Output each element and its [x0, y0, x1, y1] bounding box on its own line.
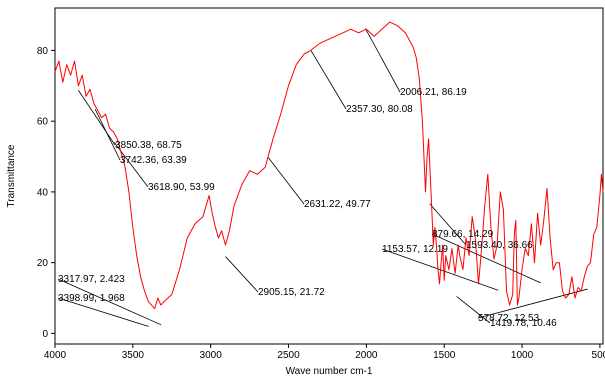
annotation-label: 3742.36, 63.39	[120, 155, 187, 166]
y-tick-label: 20	[37, 258, 49, 269]
x-tick-label: 1500	[433, 350, 456, 361]
x-tick-label: 3000	[200, 350, 223, 361]
annotation-label: 2357.30, 80.08	[346, 104, 413, 115]
x-tick-label: 1000	[511, 350, 534, 361]
x-tick-label: 2500	[277, 350, 300, 361]
annotation-leaders	[57, 28, 588, 327]
spectrum-line	[54, 21, 604, 310]
annotation-leader	[365, 28, 401, 93]
plot-frame	[54, 7, 604, 345]
x-tick-label: 500	[592, 350, 605, 361]
annotation-label: 1593.40, 36.66	[466, 240, 533, 251]
annotation-label: 1419.78, 10.46	[490, 318, 557, 329]
annotation-label: 3850.38, 68.75	[115, 140, 182, 151]
x-tick-label: 4000	[44, 350, 67, 361]
annotation-leader	[456, 296, 491, 324]
annotation-leader	[94, 109, 121, 161]
annotation-label: 578.72, 12.53	[478, 313, 540, 324]
axes	[54, 7, 604, 345]
y-tick-label: 0	[42, 329, 48, 340]
annotation-leader	[225, 256, 259, 293]
x-tick-label: 2000	[355, 350, 378, 361]
x-axis-title: Wave number cm-1	[286, 366, 373, 377]
annotation-leader	[267, 157, 305, 205]
annotation-leader	[431, 233, 541, 284]
annotation-leader	[57, 278, 162, 326]
annotation-leader	[429, 203, 467, 246]
annotation-labels: 3850.38, 68.75 3742.36, 63.39 3618.90, 53.…	[58, 87, 557, 329]
annotation-label: 2905.15, 21.72	[258, 287, 325, 298]
annotation-label: 3398.99, 1.968	[58, 293, 125, 304]
annotation-label: 2631.22, 49.77	[304, 199, 371, 210]
y-tick-label: 40	[37, 187, 49, 198]
annotation-label: 3317.97, 2.423	[58, 274, 125, 285]
annotation-leader	[310, 49, 347, 110]
x-tick-label: 3500	[122, 350, 145, 361]
series	[54, 21, 604, 310]
ticks: 4000 3500 3000 2500 2000 1500 1000 500 0 20 40 60 80	[37, 46, 605, 361]
annotation-label: 2006.21, 86.19	[400, 87, 467, 98]
annotation-leader	[57, 297, 149, 327]
y-tick-label: 80	[37, 46, 49, 57]
y-tick-label: 60	[37, 117, 49, 128]
annotation-leader	[78, 90, 116, 146]
annotation-label: 1153.57, 12.19	[382, 244, 448, 255]
annotation-label: 3618.90, 53.99	[148, 182, 215, 193]
annotation-label: 879.66, 14.29	[432, 229, 494, 240]
y-axis-title: Transmittance	[6, 144, 17, 207]
